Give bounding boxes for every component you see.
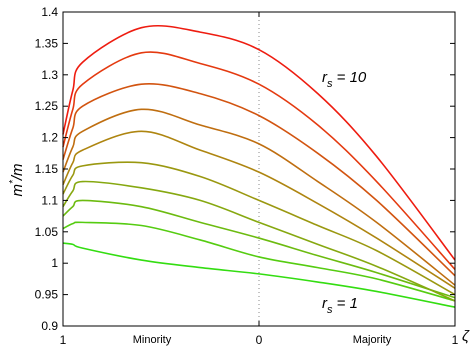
annotation-rs-1-subscript: s — [327, 304, 333, 316]
series-line-2 — [62, 221, 456, 302]
y-axis-label-main: m — [9, 184, 26, 197]
x-tick-label-2: 1 — [452, 333, 459, 347]
y-tick-label-10: 1.4 — [41, 5, 58, 19]
series-line-10 — [62, 24, 456, 261]
y-tick-label-8: 1.3 — [41, 68, 58, 82]
series-line-6 — [62, 130, 456, 289]
annotation-rs-1-symbol: r — [322, 295, 328, 312]
y-axis-label: m*/m — [8, 163, 26, 196]
y-axis-label-tail: /m — [9, 163, 26, 181]
x-axis-label: ζ — [462, 328, 470, 345]
series-line-3 — [62, 199, 456, 299]
x-tick-label-0: 1 — [60, 333, 67, 347]
plot-layer — [62, 12, 456, 326]
y-tick-label-0: 0.9 — [41, 319, 58, 333]
y-tick-label-1: 0.95 — [35, 288, 59, 302]
series-line-9 — [62, 51, 456, 271]
series-line-5 — [62, 161, 456, 296]
annotation-rs-10-subscript: s — [327, 78, 333, 90]
annotation-rs-10-value: = 10 — [333, 69, 367, 86]
series-line-4 — [62, 180, 456, 302]
y-tick-label-7: 1.25 — [35, 99, 59, 113]
y-tick-label-6: 1.2 — [41, 131, 58, 145]
y-tick-label-4: 1.1 — [41, 193, 58, 207]
y-tick-label-5: 1.15 — [35, 162, 59, 176]
annotation-rs-10-symbol: r — [322, 69, 328, 86]
y-tick-label-3: 1.05 — [35, 225, 59, 239]
minority-region-label: Minority — [133, 334, 172, 346]
series-line-8 — [62, 83, 456, 277]
y-tick-label-2: 1 — [51, 256, 58, 270]
series-line-1 — [62, 242, 456, 308]
annotation-rs-10: rs = 10 — [322, 69, 367, 90]
y-tick-label-9: 1.35 — [35, 36, 59, 50]
annotation-rs-1-value: = 1 — [333, 295, 358, 312]
series-line-7 — [62, 108, 456, 286]
tick-layer: 0.9 0.95 1 1.05 1.1 1.15 1.2 1.25 1.3 1.35 1.4 1 0 1 — [35, 5, 459, 347]
y-axis-label-superscript: * — [8, 179, 19, 184]
x-tick-label-1: 0 — [256, 333, 263, 347]
annotation-rs-1: rs = 1 — [322, 295, 358, 316]
majority-region-label: Majority — [353, 334, 392, 346]
